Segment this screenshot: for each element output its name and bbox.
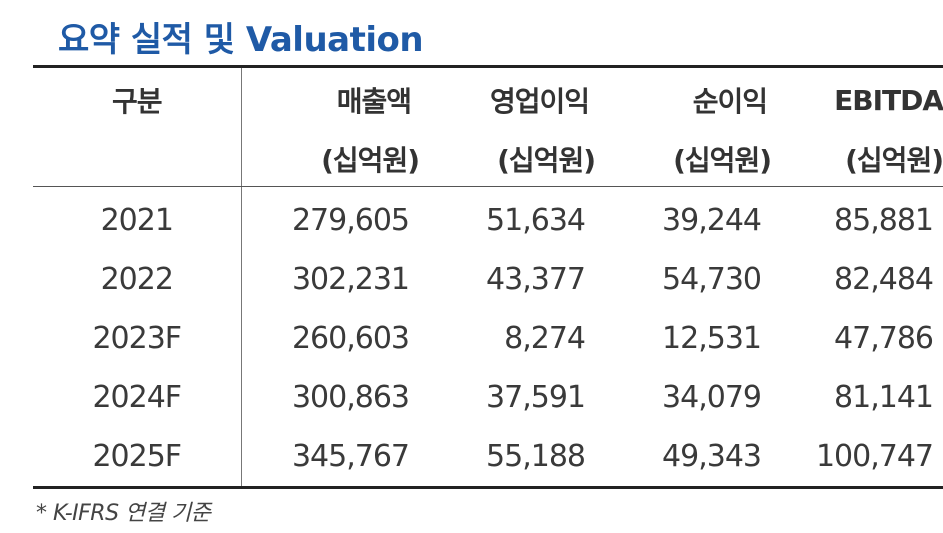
header-row: 구분 매출액 영업이익 순이익 EBITDA [33, 65, 943, 132]
operating-profit-cell: 43,377 [486, 262, 586, 297]
year-cell: 2021 [33, 186, 242, 250]
table-row: 2021 279,605 51,634 39,244 85,881 [33, 186, 943, 250]
header-ebitda: EBITDA [771, 65, 943, 132]
year-cell: 2025F [33, 427, 242, 489]
net-income-cell: 39,244 [662, 203, 762, 238]
footnote: * K-IFRS 연결 기준 [36, 501, 211, 526]
net-income-cell: 54,730 [662, 262, 762, 297]
page-title: 요약 실적 및 Valuation [58, 20, 424, 60]
table-row: 2022 302,231 43,377 54,730 82,484 [33, 250, 943, 309]
table-row: 2023F 260,603 8,274 12,531 47,786 [33, 309, 943, 368]
header-net-income-unit: (십억원) [595, 132, 772, 187]
revenue-cell: 260,603 [291, 321, 410, 356]
table-row: 2024F 300,863 37,591 34,079 81,141 [33, 368, 943, 427]
ebitda-cell: 81,141 [834, 380, 934, 415]
ebitda-cell: 47,786 [834, 321, 934, 356]
net-income-cell: 49,343 [595, 427, 771, 489]
unit-row: (십억원) (십억원) (십억원) (십억원) [33, 132, 943, 187]
revenue-cell: 300,863 [291, 380, 410, 415]
header-operating-profit-unit: (십억원) [419, 132, 596, 187]
operating-profit-cell: 37,591 [486, 380, 586, 415]
year-cell: 2023F [33, 309, 242, 368]
operating-profit-cell: 8,274 [504, 321, 586, 356]
ebitda-cell: 85,881 [834, 203, 934, 238]
ebitda-cell: 100,747 [771, 427, 943, 489]
header-category-unit [33, 132, 242, 187]
operating-profit-cell: 51,634 [486, 203, 586, 238]
operating-profit-cell: 55,188 [419, 427, 595, 489]
year-cell: 2024F [33, 368, 242, 427]
net-income-cell: 12,531 [662, 321, 762, 356]
net-income-cell: 34,079 [662, 380, 762, 415]
header-category: 구분 [33, 65, 242, 132]
header-operating-profit: 영업이익 [419, 65, 595, 132]
summary-table: 구분 매출액 영업이익 순이익 EBITDA (십억원) (십억원) (십억원)… [33, 65, 943, 489]
revenue-cell: 302,231 [291, 262, 410, 297]
revenue-cell: 345,767 [241, 427, 419, 489]
year-cell: 2022 [33, 250, 242, 309]
header-revenue-unit: (십억원) [241, 132, 420, 187]
table-row: 2025F 345,767 55,188 49,343 100,747 [33, 427, 943, 489]
header-ebitda-unit: (십억원) [771, 132, 943, 187]
header-revenue: 매출액 [241, 65, 419, 132]
revenue-cell: 279,605 [291, 203, 410, 238]
ebitda-cell: 82,484 [834, 262, 934, 297]
header-net-income: 순이익 [595, 65, 771, 132]
